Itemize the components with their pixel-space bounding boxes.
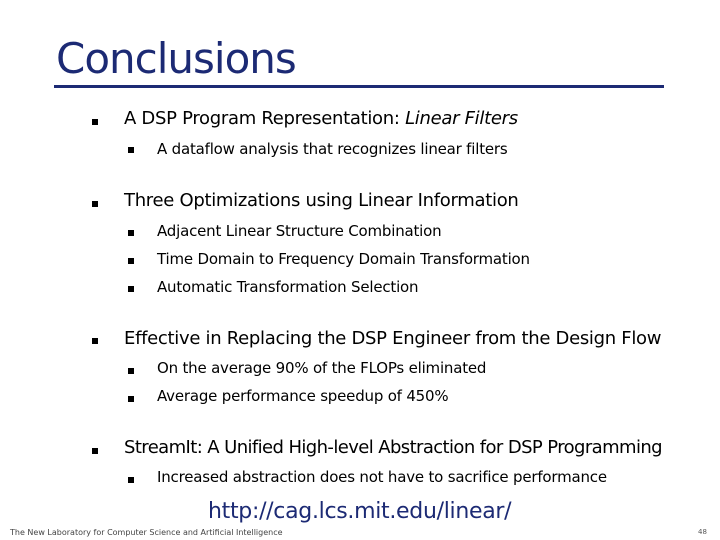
sub-bullet-marker — [128, 368, 134, 374]
sub-bullet-marker — [128, 477, 134, 483]
bullet-1-text: A DSP Program Representation: — [124, 108, 406, 129]
sub-bullet-marker — [128, 230, 134, 236]
bullet-2-sub-2: Time Domain to Frequency Domain Transfor… — [157, 250, 530, 268]
bullet-marker — [92, 448, 98, 454]
sub-bullet-marker — [128, 258, 134, 264]
bullet-1-sub-1: A dataflow analysis that recognizes line… — [157, 140, 508, 158]
bullet-2: Three Optimizations using Linear Informa… — [124, 190, 519, 211]
bullet-3-sub-2: Average performance speedup of 450% — [157, 387, 449, 405]
sub-bullet-marker — [128, 396, 134, 402]
bullet-2-sub-1: Adjacent Linear Structure Combination — [157, 222, 442, 240]
bullet-3-sub-1: On the average 90% of the FLOPs eliminat… — [157, 359, 487, 377]
bullet-1-emphasis: Linear Filters — [405, 108, 518, 129]
title-rule — [54, 85, 664, 88]
bullet-marker — [92, 119, 98, 125]
bullet-marker — [92, 201, 98, 207]
footer-text: The New Laboratory for Computer Science … — [10, 528, 283, 537]
project-link[interactable]: http://cag.lcs.mit.edu/linear/ — [208, 499, 512, 524]
sub-bullet-marker — [128, 286, 134, 292]
bullet-2-sub-3: Automatic Transformation Selection — [157, 278, 419, 296]
bullet-3: Effective in Replacing the DSP Engineer … — [124, 328, 662, 349]
sub-bullet-marker — [128, 147, 134, 153]
bullet-4: StreamIt: A Unified High-level Abstracti… — [124, 437, 663, 458]
bullet-4-sub-1: Increased abstraction does not have to s… — [157, 468, 607, 486]
bullet-marker — [92, 338, 98, 344]
page-number: 48 — [698, 528, 707, 536]
slide-title: Conclusions — [56, 34, 297, 83]
bullet-1: A DSP Program Representation: Linear Fil… — [124, 108, 518, 129]
